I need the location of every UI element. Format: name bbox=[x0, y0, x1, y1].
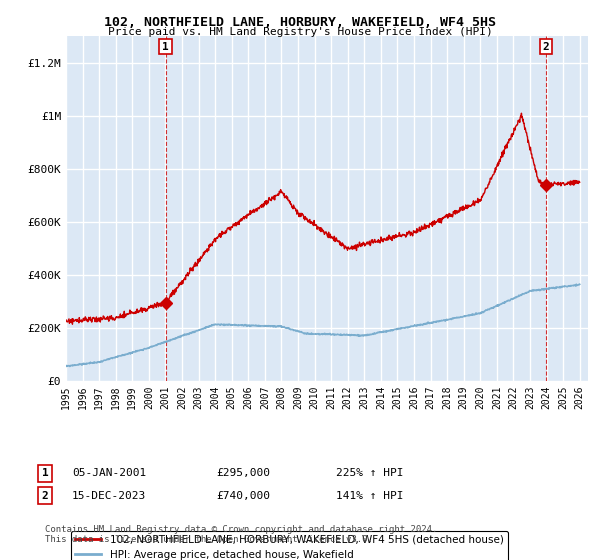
Text: 225% ↑ HPI: 225% ↑ HPI bbox=[336, 468, 404, 478]
Text: 102, NORTHFIELD LANE, HORBURY, WAKEFIELD, WF4 5HS: 102, NORTHFIELD LANE, HORBURY, WAKEFIELD… bbox=[104, 16, 496, 29]
Text: 141% ↑ HPI: 141% ↑ HPI bbox=[336, 491, 404, 501]
Legend: 102, NORTHFIELD LANE, HORBURY, WAKEFIELD, WF4 5HS (detached house), HPI: Average: 102, NORTHFIELD LANE, HORBURY, WAKEFIELD… bbox=[71, 531, 508, 560]
Text: 1: 1 bbox=[41, 468, 49, 478]
Text: 2: 2 bbox=[41, 491, 49, 501]
Text: 1: 1 bbox=[162, 41, 169, 52]
Text: £295,000: £295,000 bbox=[216, 468, 270, 478]
Text: 15-DEC-2023: 15-DEC-2023 bbox=[72, 491, 146, 501]
Text: 05-JAN-2001: 05-JAN-2001 bbox=[72, 468, 146, 478]
Text: Price paid vs. HM Land Registry's House Price Index (HPI): Price paid vs. HM Land Registry's House … bbox=[107, 27, 493, 37]
Text: 2: 2 bbox=[542, 41, 549, 52]
Text: £740,000: £740,000 bbox=[216, 491, 270, 501]
Text: Contains HM Land Registry data © Crown copyright and database right 2024.
This d: Contains HM Land Registry data © Crown c… bbox=[45, 525, 437, 544]
